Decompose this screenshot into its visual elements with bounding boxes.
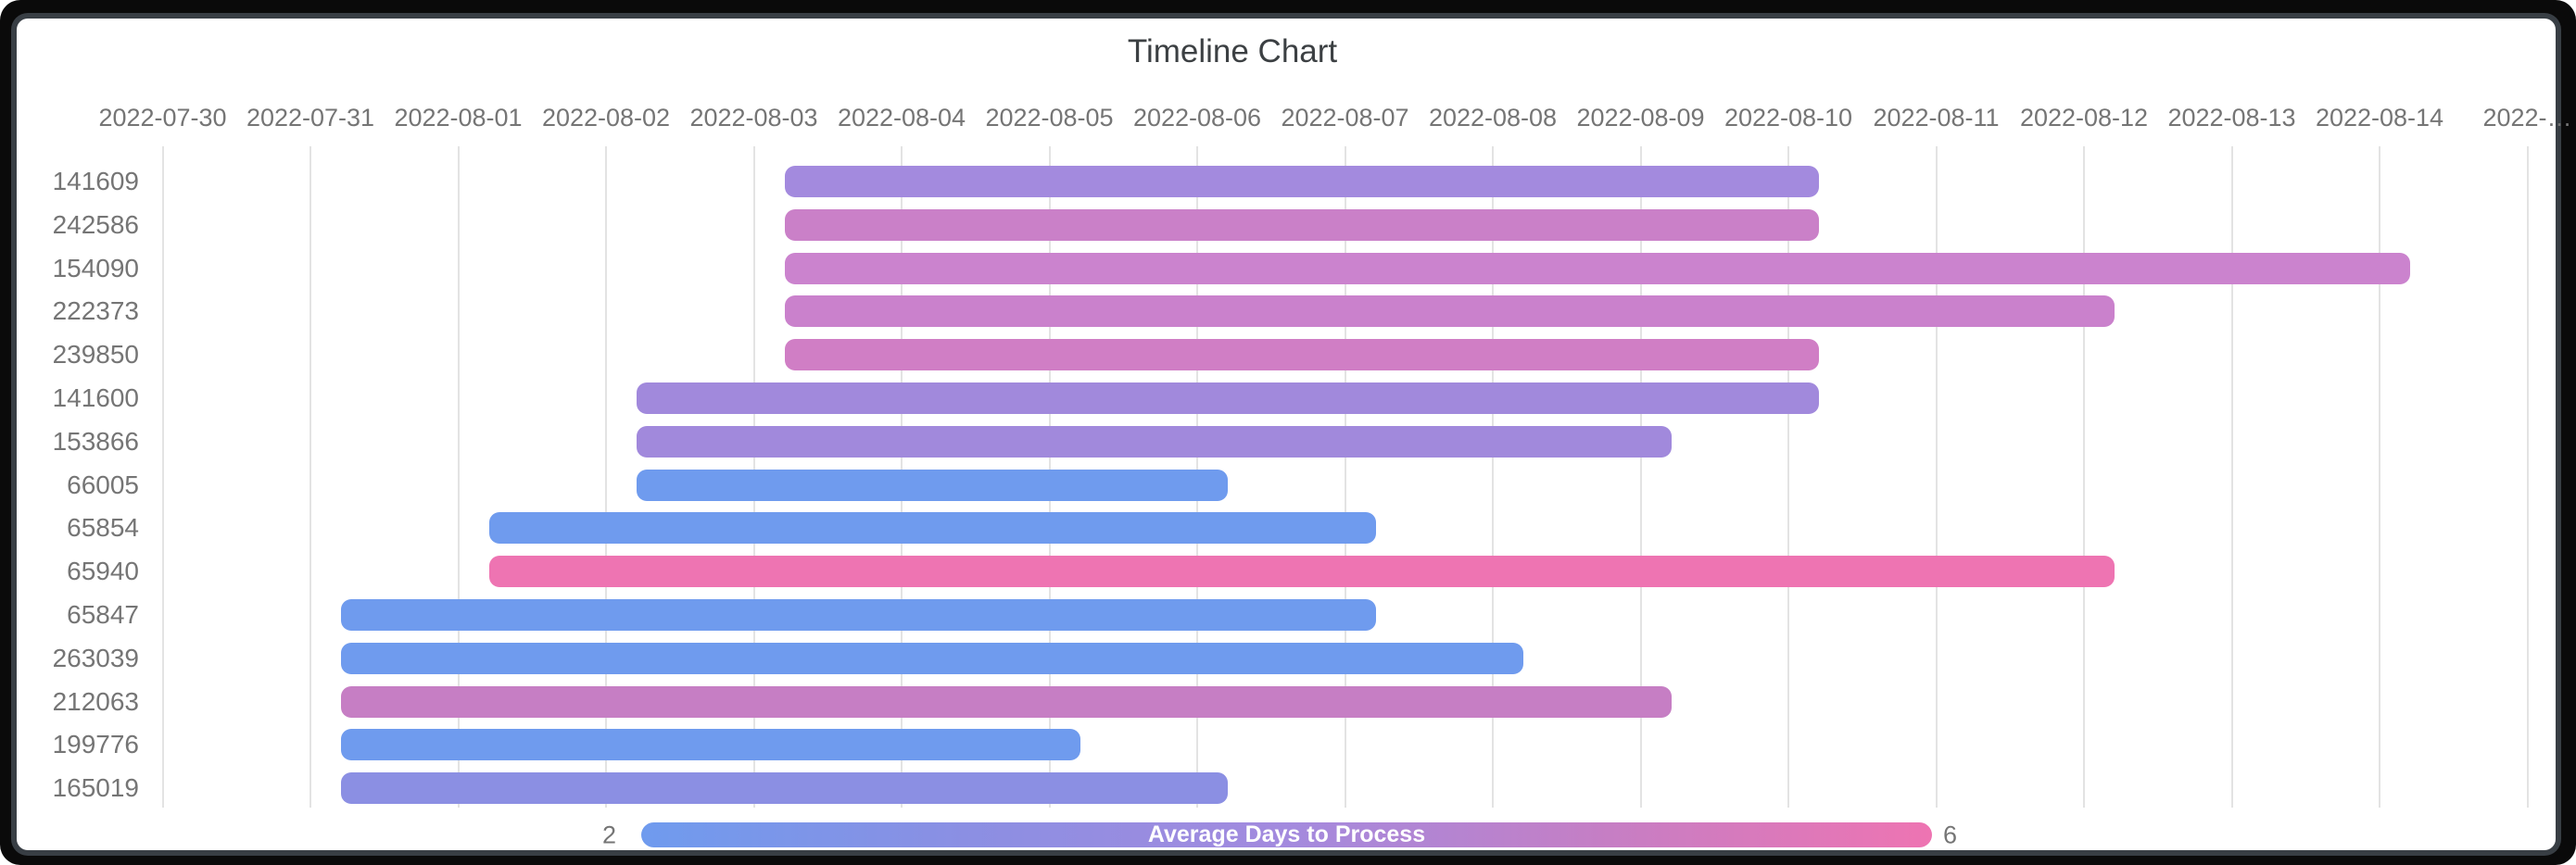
y-axis-label: 165019 <box>52 773 139 803</box>
gridline <box>2230 146 2233 808</box>
y-axis-label: 212063 <box>52 686 139 716</box>
x-axis-label: 2022-08-08 <box>1428 104 1558 132</box>
gridline <box>1787 146 1789 808</box>
x-axis-label: 2022-08-04 <box>837 104 966 132</box>
y-axis-label: 222373 <box>52 296 139 326</box>
timeline-bar[interactable] <box>784 166 1820 197</box>
gridline <box>309 146 311 808</box>
gridline <box>2379 146 2380 808</box>
timeline-bar[interactable] <box>784 339 1820 371</box>
y-axis-label: 154090 <box>52 253 139 282</box>
timeline-bar[interactable] <box>488 556 2115 588</box>
x-axis-label: 2022-… <box>2482 104 2572 132</box>
timeline-bar[interactable] <box>784 252 2411 284</box>
gridline <box>1344 146 1346 808</box>
x-axis-label: 2022-07-30 <box>98 104 227 132</box>
x-axis-label: 2022-08-09 <box>1576 104 1705 132</box>
timeline-bar[interactable] <box>784 208 1820 241</box>
timeline-bar[interactable] <box>341 685 1672 718</box>
chart-title: Timeline Chart <box>1127 33 1338 69</box>
x-axis-label: 2022-08-01 <box>394 104 523 132</box>
gridline <box>2083 146 2085 808</box>
gridline <box>1639 146 1642 808</box>
timeline-bar[interactable] <box>341 599 1376 631</box>
legend-title: Average Days to Process <box>1147 821 1426 847</box>
gridline <box>2526 146 2529 808</box>
y-axis-label: 239850 <box>52 340 139 370</box>
timeline-bar[interactable] <box>637 425 1672 458</box>
x-axis-label: 2022-08-03 <box>689 104 818 132</box>
x-axis-label: 2022-08-06 <box>1132 104 1262 132</box>
y-axis-label: 65847 <box>67 600 139 629</box>
x-axis-label: 2022-08-05 <box>985 104 1114 132</box>
legend-gradient-bar[interactable]: Average Days to Process <box>641 821 1932 847</box>
timeline-bar[interactable] <box>488 512 1376 545</box>
y-axis-label: 141600 <box>52 383 139 412</box>
gridline <box>605 146 607 808</box>
x-axis-label: 2022-07-31 <box>246 104 375 132</box>
y-axis-label: 65854 <box>67 513 139 543</box>
x-axis-label: 2022-08-14 <box>2315 104 2444 132</box>
x-axis-label: 2022-08-12 <box>2019 104 2149 132</box>
x-axis-label: 2022-08-13 <box>2167 104 2296 132</box>
y-axis-label: 242586 <box>52 209 139 239</box>
timeline-bar[interactable] <box>637 469 1229 501</box>
legend-min-label: 2 <box>602 821 617 848</box>
y-axis-label: 263039 <box>52 643 139 672</box>
gridline <box>1492 146 1494 808</box>
y-axis-label: 153866 <box>52 426 139 456</box>
timeline-bar[interactable] <box>637 382 1820 414</box>
gridline <box>161 146 164 808</box>
x-axis-label: 2022-08-07 <box>1281 104 1409 132</box>
y-axis-label: 199776 <box>52 730 139 759</box>
x-axis-label: 2022-08-11 <box>1873 104 2000 132</box>
x-axis-label: 2022-08-10 <box>1724 104 1853 132</box>
timeline-bar[interactable] <box>784 295 2115 328</box>
timeline-bar[interactable] <box>341 772 1229 805</box>
y-axis-label: 66005 <box>67 470 139 499</box>
timeline-bar[interactable] <box>341 729 1080 761</box>
legend-max-label: 6 <box>1943 821 1958 848</box>
y-axis-label: 65940 <box>67 557 139 586</box>
timeline-bar[interactable] <box>341 642 1524 674</box>
gridline <box>1935 146 1938 808</box>
gridline <box>457 146 460 808</box>
x-axis-label: 2022-08-02 <box>541 104 671 132</box>
y-axis-label: 141609 <box>52 167 139 195</box>
